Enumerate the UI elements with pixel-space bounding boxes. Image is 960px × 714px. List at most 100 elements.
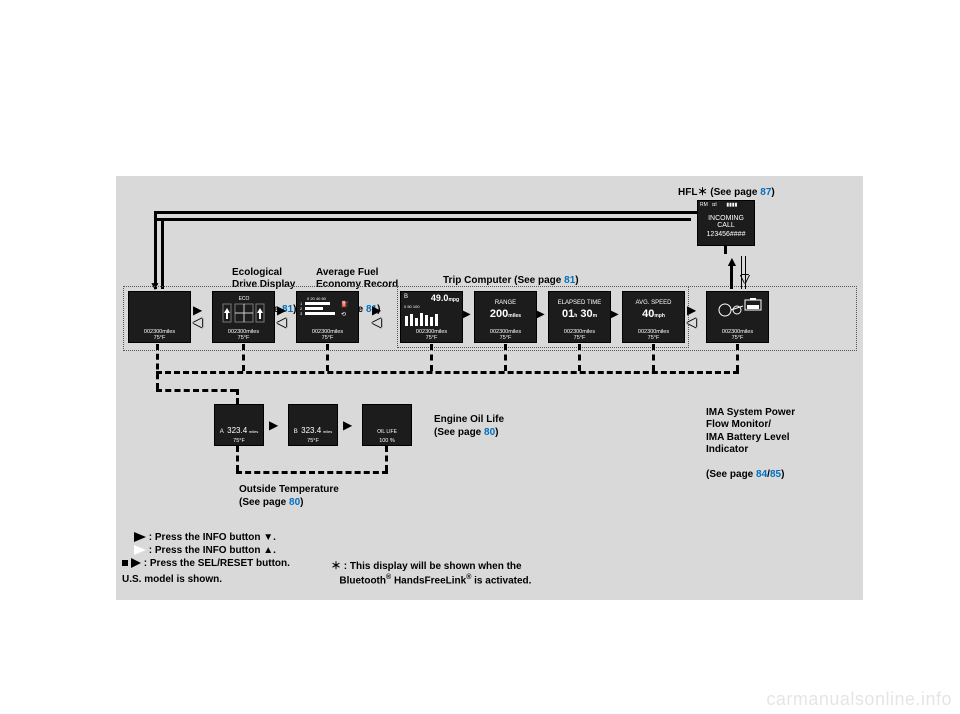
dash xyxy=(156,371,739,374)
line xyxy=(730,264,733,289)
outtemp-seepage-prefix: (See page xyxy=(239,497,289,508)
elapsed-m-unit: m xyxy=(593,313,597,319)
oil-title: OIL LIFE xyxy=(363,429,411,435)
tripa-letter: A xyxy=(220,429,224,435)
arrow-left-hollow-icon: ◀ xyxy=(193,316,202,328)
hfl-text: HFL xyxy=(678,187,697,198)
line xyxy=(154,211,697,214)
ima-title: IMA System Power Flow Monitor/ IMA Batte… xyxy=(706,407,795,456)
tripb-letter: B xyxy=(294,429,298,435)
dash xyxy=(242,344,245,371)
fuelrec-graphic: 0 20 40 60 1 2 3 ⛽ ⟲ xyxy=(297,292,360,330)
arrow-right-icon: ▶ xyxy=(611,310,619,320)
display-oil-life: OIL LIFE 100 % xyxy=(362,404,412,446)
avgspeed-temp: 75°F xyxy=(648,335,660,341)
outtemp-seepage-suffix: ) xyxy=(300,497,303,508)
dash xyxy=(236,389,239,404)
mpg-temp: 75°F xyxy=(426,335,438,341)
dash xyxy=(236,446,239,471)
line xyxy=(741,256,746,289)
arrow-dash-icon xyxy=(122,558,141,569)
arrow-left-hollow-icon: ◀ xyxy=(687,316,696,328)
hfl-page: 87 xyxy=(760,187,771,198)
hfl-seepage-suffix: ) xyxy=(771,187,774,198)
arrow-hollow-icon xyxy=(134,545,146,555)
display-eco: ECO 002300miles75°F xyxy=(212,291,275,343)
line xyxy=(154,218,691,221)
display-odometer: 002300miles75°F xyxy=(128,291,191,343)
dash xyxy=(156,344,159,389)
range-title: RANGE xyxy=(475,300,536,306)
legend-l1: : Press the INFO button ▼. xyxy=(149,532,276,543)
ast-line2b: HandsFreeLink xyxy=(391,575,466,586)
dash xyxy=(236,471,388,474)
tripa-temp: 75°F xyxy=(215,438,263,444)
dash xyxy=(385,446,388,471)
display-trip-a: A 323.4 miles 75°F xyxy=(214,404,264,446)
range-unit: miles xyxy=(508,313,521,319)
legend: : Press the INFO button ▼. : Press the I… xyxy=(122,530,290,571)
oillife-seepage-prefix: (See page xyxy=(434,427,484,438)
svg-text:⛽: ⛽ xyxy=(341,300,349,308)
ima-seepage-prefix: (See page xyxy=(706,469,756,480)
svg-text:0 20 40 60: 0 20 40 60 xyxy=(307,296,327,301)
tripa-unit: miles xyxy=(249,429,258,434)
legend-l2: : Press the INFO button ▲. xyxy=(149,545,276,556)
display-trip-b: B 323.4 miles 75°F xyxy=(288,404,338,446)
eco-graphic: ECO xyxy=(213,292,276,330)
arrow-right-icon: ▶ xyxy=(537,310,545,320)
oillife-title: Engine Oil Life xyxy=(434,414,504,425)
hfl-phone-number: 123456#### xyxy=(698,231,754,238)
avgspeed-unit: mph xyxy=(654,313,665,319)
outtemp-page: 80 xyxy=(289,497,300,508)
ast-symbol: ＊ xyxy=(331,561,341,572)
mpg-unit: mpg xyxy=(448,297,459,303)
legend-l3: : Press the SEL/RESET button. xyxy=(144,558,290,569)
footnote-asterisk: ＊ : This display will be shown when the … xyxy=(331,561,531,587)
tripa-val: 323.4 xyxy=(227,426,247,435)
hfl-asterisk: ＊ xyxy=(697,187,707,198)
legend-info-down: : Press the INFO button ▼. xyxy=(122,532,290,543)
arrow-right-icon: ▶ xyxy=(343,419,352,431)
dash xyxy=(736,344,739,371)
ima-temp: 75°F xyxy=(732,335,744,341)
oil-val: 100 % xyxy=(363,438,411,444)
outtemp-label: Outside Temperature (See page 80) xyxy=(239,484,339,509)
elapsed-temp: 75°F xyxy=(574,335,586,341)
arrow-left-hollow-icon: ◀ xyxy=(277,316,286,328)
svg-text:ECO: ECO xyxy=(239,296,250,302)
legend-sel-reset: : Press the SEL/RESET button. xyxy=(122,558,290,569)
line xyxy=(161,218,164,289)
display-range: RANGE 200miles 002300miles75°F xyxy=(474,291,537,343)
outtemp-title: Outside Temperature xyxy=(239,484,339,495)
hfl-status-bar: RM ɪɪl ▮▮▮▮ xyxy=(698,201,754,209)
dash xyxy=(578,344,581,371)
arrow-solid-icon xyxy=(134,532,146,542)
fuelrec-temp: 75°F xyxy=(322,335,334,341)
diagram-panel: HFL＊ (See page 87) RM ɪɪl ▮▮▮▮ INCOMING … xyxy=(116,176,863,600)
dash xyxy=(652,344,655,371)
ima-page2: 85 xyxy=(770,469,781,480)
arrow-left-hollow-icon: ◀ xyxy=(372,316,381,328)
ima-page1: 84 xyxy=(756,469,767,480)
tripb-temp: 75°F xyxy=(289,438,337,444)
hfl-seepage-prefix: (See page xyxy=(710,187,760,198)
dash xyxy=(504,344,507,371)
line xyxy=(154,211,157,289)
display-fuel-record: 0 20 40 60 1 2 3 ⛽ ⟲ 002300miles75°F xyxy=(296,291,359,343)
dash xyxy=(156,389,236,392)
display-hfl: RM ɪɪl ▮▮▮▮ INCOMING CALL 123456#### xyxy=(697,200,755,246)
display-mpg: B 49.0mpg 0 50 100 002300miles75°F xyxy=(400,291,463,343)
hfl-label: HFL＊ (See page 87) xyxy=(678,187,775,200)
tripcomp-suffix: ) xyxy=(575,275,578,286)
dash xyxy=(326,344,329,371)
display-elapsed: ELAPSED TIME 01h 30m 002300miles75°F xyxy=(548,291,611,343)
mpg-scale: 0 50 100 xyxy=(404,304,459,309)
tripb-unit: miles xyxy=(323,429,332,434)
range-val: 200 xyxy=(490,308,508,320)
oillife-seepage-suffix: ) xyxy=(495,427,498,438)
dash xyxy=(430,344,433,371)
tripcomp-title: Trip Computer (See page xyxy=(443,275,564,286)
mpg-trip: B xyxy=(404,294,408,300)
oillife-label: Engine Oil Life (See page 80) xyxy=(434,414,504,439)
